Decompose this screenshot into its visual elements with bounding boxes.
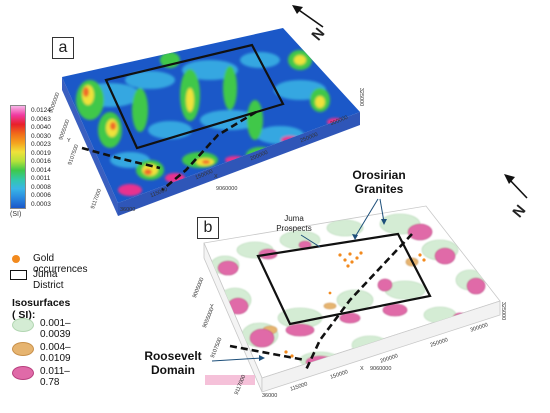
colorbar-tick: 0.0003 xyxy=(31,200,51,208)
axis-tick: 36000 xyxy=(262,393,278,399)
panel-a-north-arrow xyxy=(295,7,324,28)
juma-prospects-callout: Juma Prospects xyxy=(276,214,312,233)
axis-tick: X xyxy=(214,174,218,180)
axis-tick: 36000 xyxy=(120,207,136,213)
panel-a-fault-trace-2 xyxy=(81,146,161,170)
colorbar-tick: 0.0040 xyxy=(31,124,51,131)
colorbar-tick: 0.0006 xyxy=(31,192,51,199)
legend-district-label: Juma District xyxy=(33,269,64,291)
iso-label-low: 0.001–0.0039 xyxy=(40,318,71,340)
domain-leader xyxy=(211,357,263,362)
juma-district-marker xyxy=(10,270,27,280)
panel-b-front-pink xyxy=(205,375,255,385)
iso-swatch-mid xyxy=(12,342,34,356)
axis-tick: X xyxy=(360,366,364,372)
iso-label-mid: 0.004–0.0109 xyxy=(40,342,71,364)
axis-tick: Y xyxy=(210,304,214,310)
colorbar-tick: 0.0008 xyxy=(31,183,51,191)
panel-b-juma-district xyxy=(256,232,432,326)
panel-a-juma-district xyxy=(104,43,285,150)
panel-a-north-arrowhead xyxy=(292,5,303,14)
panel-a-label: a xyxy=(52,37,74,59)
panel-a-side-front xyxy=(118,112,360,216)
axis-tick: 9060000 xyxy=(370,366,392,372)
colorbar-tick: 0.0019 xyxy=(31,149,51,157)
iso-label-high: 0.011–0.78 xyxy=(40,366,70,388)
panel-b-label: b xyxy=(197,217,219,239)
colorbar-tick: 0.0063 xyxy=(31,115,51,123)
panel-a-side-left xyxy=(62,77,118,216)
colorbar-tick: 0.0023 xyxy=(31,141,51,148)
gold-occurrence-marker xyxy=(12,255,20,263)
roosevelt-domain-callout: Roosevelt Domain xyxy=(144,349,202,377)
colorbar-tick: 0.0011 xyxy=(31,175,51,182)
axis-tick: 325000 xyxy=(358,87,365,107)
colorbar-tick: 0.0014 xyxy=(31,166,51,174)
panel-b-gold-occurrences xyxy=(284,251,426,358)
panel-b-fault-trace xyxy=(303,233,413,373)
granites-leader-2 xyxy=(379,198,385,223)
axis-tick: 325000 xyxy=(500,301,507,321)
granites-leader-1 xyxy=(354,198,379,238)
colorbar-tick: 0.0124 xyxy=(31,107,51,114)
axis-tick: 9060000 xyxy=(216,186,238,192)
colorbar-ramp xyxy=(10,105,26,209)
panel-b-fault-trace-2 xyxy=(229,344,306,362)
panel-b-north-arrowhead xyxy=(504,174,515,184)
axis-tick: Y xyxy=(67,138,71,144)
colorbar-unit: (SI) xyxy=(10,211,22,218)
orosirian-granites-callout: Orosirian Granites xyxy=(352,168,406,196)
legend-gold-label: Gold occurrences xyxy=(33,253,88,275)
colorbar-tick: 0.0030 xyxy=(31,132,51,140)
prospects-leader xyxy=(300,234,321,248)
iso-swatch-high xyxy=(12,366,34,380)
iso-swatch-low xyxy=(12,318,34,332)
panel-a-fault-trace xyxy=(161,110,257,191)
colorbar-tick: 0.0016 xyxy=(31,158,51,165)
panel-b-box-front xyxy=(261,300,501,393)
